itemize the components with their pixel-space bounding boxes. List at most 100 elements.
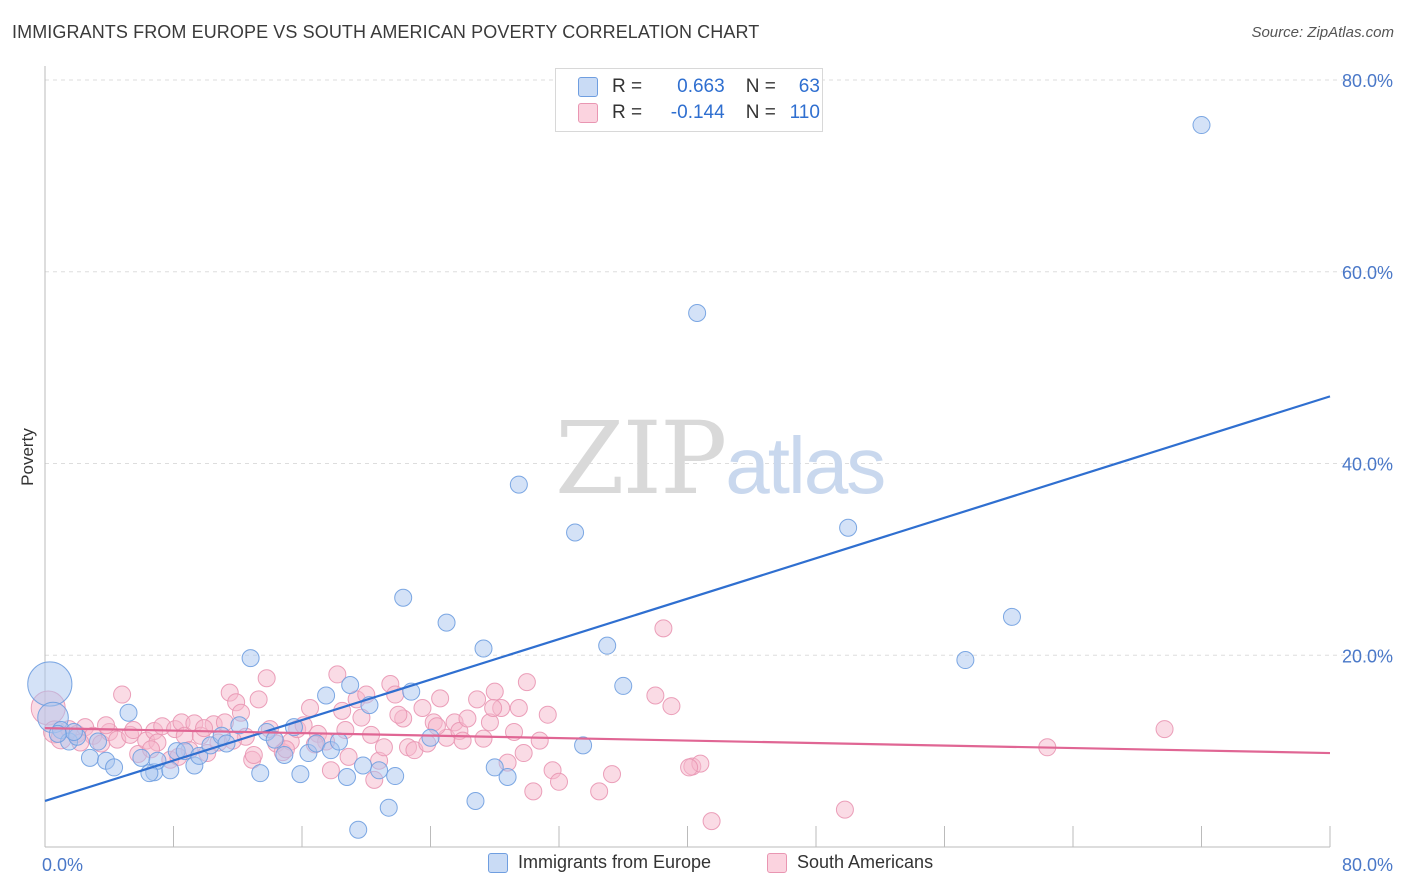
europe-trend-line [44, 395, 1331, 803]
south-americans-point-84 [654, 619, 673, 638]
watermark-zip: ZIP [555, 400, 727, 517]
europe-point-59 [64, 722, 83, 741]
legend-swatch-south-americans [578, 103, 598, 123]
europe-point-55 [839, 518, 858, 537]
south-americans-point-88 [702, 812, 721, 831]
europe-point-25 [265, 730, 284, 749]
europe-point-23 [251, 764, 270, 783]
south-americans-point-53 [374, 738, 393, 757]
europe-point-5 [80, 748, 99, 767]
south-americans-point-41 [301, 698, 320, 717]
europe-point-31 [317, 686, 336, 705]
x-tick-label-min: 0.0% [42, 855, 83, 875]
europe-point-43 [421, 728, 440, 747]
south-americans-point-44 [321, 761, 340, 780]
south-americans-point-62 [431, 689, 450, 708]
bottom-swatch-south-americans [767, 852, 787, 873]
south-americans-point-10 [113, 685, 132, 704]
europe-point-49 [509, 475, 528, 494]
legend-r-label: R = [612, 76, 643, 97]
y-tick-label-2: 60.0% [1342, 263, 1393, 283]
europe-point-53 [614, 676, 633, 695]
europe-point-26 [275, 745, 294, 764]
grid-lines [45, 79, 1392, 656]
europe-point-8 [105, 758, 124, 777]
europe-point-62 [354, 756, 373, 775]
watermark-atlas: atlas [725, 421, 886, 510]
europe-point-33 [329, 732, 348, 751]
legend-n-label: N = [745, 102, 776, 123]
south-americans-point-80 [550, 772, 568, 791]
stats-legend: R = 0.663 N = 63 R = -0.144 N = 110 [555, 68, 823, 132]
legend-swatch-europe [578, 77, 598, 97]
south-americans-point-67 [468, 690, 487, 709]
south-americans-point-81 [590, 782, 609, 801]
south-americans-point-70 [485, 682, 504, 701]
south-americans-point-106 [453, 731, 472, 750]
europe-point-35 [341, 675, 360, 694]
europe-point-60 [48, 724, 67, 743]
europe-point-39 [379, 798, 398, 817]
south-americans-point-78 [538, 705, 557, 724]
legend-n-label: N = [745, 76, 776, 97]
tick-labels: 20.0% 40.0% 60.0% 80.0% 0.0% 80.0% [42, 71, 1393, 875]
europe-point-57 [1002, 607, 1021, 626]
europe-point-38 [370, 761, 389, 780]
south-americans-point-97 [195, 719, 214, 738]
south-americans-point-93 [97, 716, 116, 735]
europe-point-58 [1192, 116, 1211, 135]
bottom-label-south-americans: South Americans [797, 852, 934, 872]
south-americans-trend-line [44, 727, 1331, 755]
y-tick-label-1: 40.0% [1342, 455, 1393, 475]
europe-point-45 [466, 791, 485, 810]
europe-point-21 [230, 716, 249, 735]
south-americans-point-83 [646, 686, 665, 705]
south-americans-point-89 [835, 800, 854, 819]
legend-r-value: -0.144 [670, 102, 725, 123]
legend-row-europe: R = 0.663 N = 63 [578, 75, 820, 99]
y-tick-label-3: 80.0% [1342, 71, 1393, 91]
europe-point-54 [688, 303, 707, 322]
south-americans-point-104 [389, 705, 408, 724]
chart-title: IMMIGRANTS FROM EUROPE VS SOUTH AMERICAN… [12, 22, 760, 42]
legend-r-value: 0.663 [677, 76, 725, 97]
x-tick-label-max: 80.0% [1342, 855, 1393, 875]
europe-point-44 [437, 613, 456, 632]
south-americans-point-47 [339, 747, 358, 766]
europe-point-40 [386, 767, 405, 786]
europe-point-46 [474, 639, 493, 658]
south-americans-point-108 [514, 744, 533, 763]
south-americans-point-33 [249, 690, 268, 709]
watermark: ZIPatlas [555, 400, 886, 517]
y-axis-title: Poverty [18, 428, 37, 486]
europe-point-34 [337, 768, 356, 787]
legend-n-value: 63 [798, 76, 820, 97]
europe-point-47 [485, 758, 504, 777]
south-americans-point-107 [484, 698, 503, 717]
bottom-label-europe: Immigrants from Europe [518, 852, 712, 872]
legend-row-south-americans: R = -0.144 N = 110 [578, 101, 820, 125]
south-americans-point-66 [458, 709, 477, 728]
europe-point-6 [89, 732, 108, 751]
europe-point-41 [394, 588, 413, 607]
europe-point-48 [498, 768, 517, 787]
europe-point-56 [956, 651, 975, 670]
bottom-legend-europe: Immigrants from Europe [488, 852, 711, 873]
south-americans-point-85 [662, 697, 681, 716]
europe-point-36 [349, 820, 368, 839]
y-tick-label-0: 20.0% [1342, 646, 1393, 666]
south-americans-point-91 [1155, 720, 1174, 739]
south-americans-point-59 [413, 698, 432, 717]
europe-point-0 [27, 661, 73, 707]
south-americans-point-68 [474, 729, 493, 748]
europe-point-22 [241, 649, 260, 668]
trend-lines [44, 395, 1331, 803]
source-credit: Source: ZipAtlas.com [1251, 24, 1394, 41]
south-americans-point-76 [524, 782, 543, 801]
south-americans-point-99 [244, 745, 263, 764]
europe-point-9 [119, 703, 138, 722]
south-americans-point-109 [680, 758, 699, 777]
europe-point-50 [566, 523, 585, 542]
europe-point-28 [291, 765, 310, 784]
